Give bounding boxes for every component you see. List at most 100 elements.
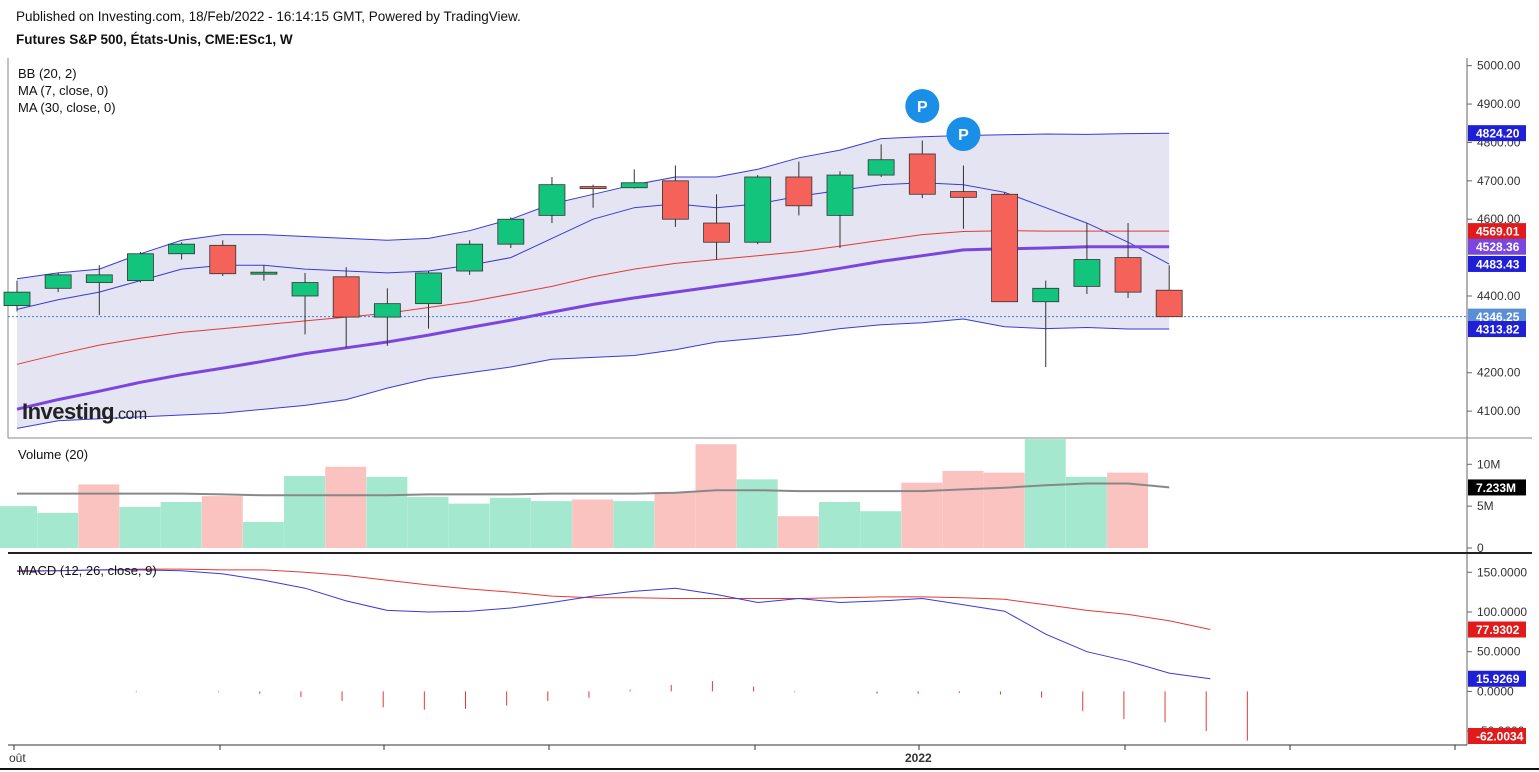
volume-bar [325,466,367,548]
volume-bar [160,501,202,548]
price-label: 4528.36 [1476,240,1520,254]
pivot-marker[interactable] [946,117,981,151]
candle-body [950,191,977,198]
volume-bar [78,484,120,548]
candle-body [662,180,689,220]
volume-bar [1065,476,1107,548]
price-axis-tick-label: 4700.00 [1477,174,1521,188]
volume-bar [366,476,408,548]
volume-bar [0,506,37,548]
x-label-2022: 2022 [905,751,932,765]
y-axes: 5000.004900.004800.004700.004600.004400.… [1467,59,1527,738]
price-axis-tick-label: 4100.00 [1477,404,1521,418]
legend-macd: MACD (12, 26, close, 9) [18,563,157,578]
price-label-box [1468,321,1526,338]
legend-ma30: MA (30, close, 0) [18,100,116,115]
volume-bar [284,476,326,548]
logo-text: Investing [22,399,114,424]
volume-bar [1024,439,1066,548]
macd-label: 15.9269 [1476,672,1520,686]
volume-ma-line [17,482,1170,497]
candle-body [1114,257,1142,293]
candle-body [744,176,772,243]
volume-axis-tick-label: 5M [1477,499,1494,513]
candle-body [538,184,566,216]
volume-bar [572,499,614,548]
volume-bar [448,503,490,548]
macd-label-box [1468,670,1526,687]
volume-bar [819,501,860,548]
instrument-title: Futures S&P 500, États-Unis, CME:ESc1, W [16,32,293,47]
legend-ma7: MA (7, close, 0) [18,83,108,98]
x-axis-ticks [13,745,1456,750]
macd-label: -62.0034 [1476,730,1524,744]
candle-body [85,274,113,283]
volume-ma-label: 7.233M [1476,481,1516,495]
candle-body [3,291,31,306]
candle-body [703,222,730,243]
candle-body [826,174,854,216]
candle-body [1073,259,1101,287]
price-label-box [1468,238,1526,255]
macd-lines [16,568,1248,741]
candle-body [620,182,648,189]
volume-bar [37,512,79,548]
price-label-box [1468,223,1526,240]
volume-bars [0,439,1170,548]
macd-signal-line [16,568,1211,630]
candle-body [579,186,607,189]
volume-bar [489,497,531,548]
price-axis-tick-label: 5000.00 [1477,59,1521,73]
price-label-box [1468,255,1526,272]
candle-body [209,244,237,275]
price-label: 4824.20 [1476,127,1520,141]
macd-label: 77.9302 [1476,623,1520,637]
bb-basis-line [16,182,1170,310]
volume-bar [201,496,243,548]
candle-body [250,271,278,275]
volume-bar [242,522,284,548]
investing-logo: Investing.com [22,399,147,424]
macd-axis-tick-label: 0.0000 [1477,684,1514,698]
pivot-marker[interactable] [905,88,940,123]
logo-suffix: .com [114,406,147,423]
volume-bar [530,501,572,548]
volume-bar [777,516,819,548]
candle-body [785,176,813,207]
candle-body [456,243,484,272]
price-axis-tick-label: 4400.00 [1477,289,1521,303]
pivot-marker-label: P [958,127,969,144]
volume-bar [407,496,449,548]
macd-label-box [1468,621,1526,638]
candle-body [168,243,196,255]
macd-axis-tick-label: 50.0000 [1477,645,1521,659]
candle-body [867,159,895,176]
candle-body [991,193,1018,303]
volume-ma-label-box [1468,479,1526,496]
price-label: 4569.01 [1476,225,1520,239]
volume-axis-tick-label: 10M [1477,457,1500,471]
bb-lower-line [16,318,1170,429]
candle-body [1155,289,1183,318]
published-note: Published on Investing.com, 18/Feb/2022 … [16,9,521,24]
candle-body [332,276,360,318]
macd-label-box [1468,728,1526,744]
volume-bar [613,501,655,548]
volume-bar [695,444,737,548]
candle-body [497,218,525,245]
price-label-box [1468,125,1526,142]
volume-bar [942,470,984,548]
legend-volume: Volume (20) [18,447,88,462]
candle-body [127,253,154,282]
candle-body [1032,287,1060,303]
macd-axis-tick-label: 100.0000 [1477,605,1527,619]
pivot-markers[interactable]: PP [905,88,981,151]
ma30-line [16,245,1170,411]
price-axis-tick-label: 4900.00 [1477,97,1521,111]
candle-body [373,303,401,318]
price-axis-tick-label: 4600.00 [1477,212,1521,226]
candle-body [415,272,442,305]
price-label-box [1468,308,1526,325]
price-label: 4483.43 [1476,257,1520,271]
